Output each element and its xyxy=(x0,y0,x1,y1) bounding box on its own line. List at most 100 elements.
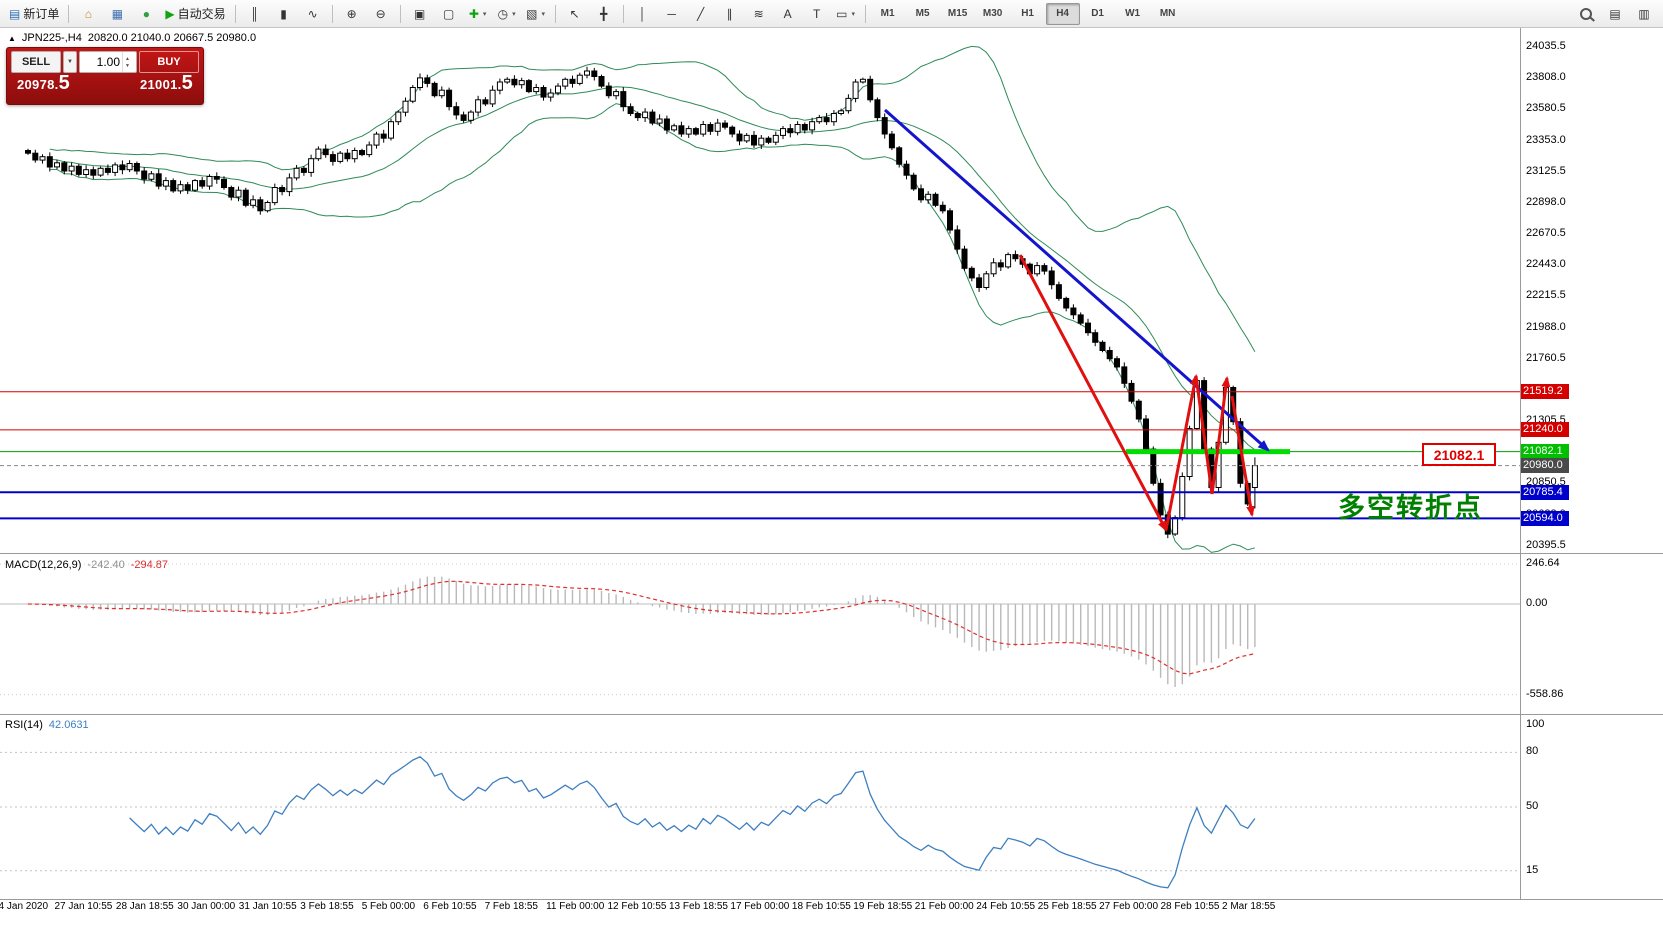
chart-shift-icon-glyph-icon: ▤ xyxy=(1609,6,1621,21)
macd-panel[interactable] xyxy=(0,556,1520,713)
text-glyph-icon: A xyxy=(783,6,792,21)
time-axis-tick: 21 Feb 00:00 xyxy=(914,901,974,912)
auto-scroll-icon[interactable]: ▥ xyxy=(1630,2,1658,26)
panel-splitter-macd[interactable] xyxy=(0,553,1663,554)
time-axis-tick: 17 Feb 00:00 xyxy=(730,901,790,912)
toolbar-separator xyxy=(234,4,236,23)
chevron-down-icon: ▾ xyxy=(482,10,487,18)
price-badge: 20594.0 xyxy=(1521,510,1569,526)
macd-axis-tick: 246.64 xyxy=(1526,557,1560,569)
rsi-panel[interactable] xyxy=(0,716,1520,899)
indicators-glyph-icon: ✚ xyxy=(468,6,479,21)
line-chart-button[interactable]: ∿ xyxy=(299,2,327,26)
buy-price[interactable]: 21001.5 xyxy=(140,72,193,94)
macd-signal-line xyxy=(27,580,1256,675)
cascade-windows-button[interactable]: ▢ xyxy=(435,2,463,26)
rsi-line xyxy=(129,756,1256,889)
main-chart[interactable] xyxy=(0,28,1520,553)
zoom-in-button[interactable]: ⊕ xyxy=(338,2,366,26)
sell-button[interactable]: SELL xyxy=(11,51,61,73)
symbol-ohlc: 20820.0 21040.0 20667.5 20980.0 xyxy=(87,32,257,44)
chart-profiles-icon[interactable]: ⌂ xyxy=(74,2,102,26)
chart-shift-icon[interactable]: ▤ xyxy=(1601,2,1629,26)
zigzag-arrow-2[interactable] xyxy=(1164,373,1199,531)
rsi-label: RSI(14) 42.0631 xyxy=(5,719,89,731)
price-axis-tick: 23808.0 xyxy=(1526,71,1566,84)
time-axis-tick: 12 Feb 10:55 xyxy=(607,901,667,912)
rsi-axis-tick: 50 xyxy=(1526,800,1539,812)
timeframe-mn-button[interactable]: MN xyxy=(1159,8,1176,19)
price-axis-tick: 23353.0 xyxy=(1526,133,1566,146)
auto-trading-button[interactable]: ▶ 自动交易 xyxy=(161,2,229,26)
horizontal-line-glyph-icon: ─ xyxy=(667,6,676,21)
price-axis-tick: 23580.5 xyxy=(1526,102,1566,115)
timeframe-m5-button[interactable]: M5 xyxy=(915,8,930,19)
trendline-glyph-icon: ╱ xyxy=(696,6,705,21)
horizontal-line-button[interactable]: ─ xyxy=(658,2,686,26)
toolbar-separator xyxy=(68,4,70,23)
timeframe-m15-button[interactable]: M15 xyxy=(947,8,968,19)
time-axis-tick: 24 Jan 2020 xyxy=(0,901,49,912)
templates-button[interactable]: ▧ ▾ xyxy=(522,2,550,26)
chevron-down-icon: ▾ xyxy=(512,10,516,18)
channel-button[interactable]: ∥ xyxy=(716,2,744,26)
timeframe-m1-button[interactable]: M1 xyxy=(880,8,895,19)
timeframe-d1-button[interactable]: D1 xyxy=(1091,8,1104,19)
volume-down-button[interactable]: ▼ xyxy=(125,62,130,69)
zigzag-arrow-1[interactable] xyxy=(1018,254,1168,532)
periods-button[interactable]: ◷ ▾ xyxy=(493,2,521,26)
vertical-line-glyph-icon: │ xyxy=(638,6,647,21)
zoom-out-button[interactable]: ⊖ xyxy=(367,2,395,26)
buy-button[interactable]: BUY xyxy=(139,51,199,73)
channel-glyph-icon: ∥ xyxy=(726,6,733,21)
label-glyph-icon: T xyxy=(812,6,821,21)
time-axis-tick: 24 Feb 10:55 xyxy=(976,901,1036,912)
bar-chart-button[interactable]: ║ xyxy=(241,2,269,26)
collapse-triangle-icon[interactable]: ▲ xyxy=(8,33,16,43)
tile-windows-button[interactable]: ▣ xyxy=(406,2,434,26)
toolbar-separator xyxy=(331,4,333,23)
text-button[interactable]: A xyxy=(774,2,802,26)
new-order-button-label: 新订单 xyxy=(23,7,60,21)
indicators-button[interactable]: ✚ ▾ xyxy=(464,2,492,26)
time-axis-tick: 6 Feb 10:55 xyxy=(423,901,477,912)
new-order-button[interactable]: ▤ 新订单 xyxy=(5,2,63,26)
search-icon[interactable] xyxy=(1572,2,1600,26)
cursor-button[interactable]: ↖ xyxy=(561,2,589,26)
time-axis-tick: 13 Feb 18:55 xyxy=(669,901,728,912)
label-button[interactable]: T xyxy=(803,2,831,26)
timeframe-w1-button[interactable]: W1 xyxy=(1125,8,1141,19)
volume-up-button[interactable]: ▲ xyxy=(125,55,130,62)
price-callout[interactable]: 21082.1 xyxy=(1422,443,1496,466)
toolbar: ▤ 新订单 ⌂ ▦ ● ▶ 自动交易 ║ ▮ ∿ ⊕ ⊖ ▣ ▢ ✚ ▾ ◷ ▾ ▧ ▾ ↖ ╋ │ ─ ╱ ∥ ≋ A T ▭ ▾ M1 M5… xyxy=(0,0,1663,28)
descending-trendline[interactable] xyxy=(884,108,1270,452)
timeframe-h1-button[interactable]: H1 xyxy=(1021,8,1034,19)
data-window-icon[interactable]: ● xyxy=(132,2,160,26)
market-watch-icon[interactable]: ▦ xyxy=(103,2,131,26)
sell-price[interactable]: 20978.5 xyxy=(17,72,70,94)
trendline-button[interactable]: ╱ xyxy=(687,2,715,26)
price-axis-tick: 23125.5 xyxy=(1526,164,1566,177)
timeframe-h4-button[interactable]: H4 xyxy=(1045,2,1080,25)
crosshair-button[interactable]: ╋ xyxy=(590,2,618,26)
zigzag-arrow-5[interactable] xyxy=(1230,395,1255,518)
turning-point-note[interactable]: 多空转折点 xyxy=(1338,493,1483,524)
volume-input[interactable] xyxy=(80,52,122,72)
zigzag-arrow-3[interactable] xyxy=(1194,375,1214,495)
price-axis-tick: 22898.0 xyxy=(1526,195,1566,208)
time-axis-tick: 28 Feb 10:55 xyxy=(1160,901,1220,912)
time-axis-tick: 27 Jan 10:55 xyxy=(54,901,113,912)
panel-splitter-rsi[interactable] xyxy=(0,714,1663,715)
shapes-glyph-icon: ▭ xyxy=(836,6,848,21)
timeframe-m30-button[interactable]: M30 xyxy=(982,8,1003,19)
shapes-button[interactable]: ▭ ▾ xyxy=(832,2,860,26)
candlestick-chart-glyph-icon: ▮ xyxy=(280,6,287,21)
candlestick-chart-button[interactable]: ▮ xyxy=(270,2,298,26)
zigzag-arrow-4[interactable] xyxy=(1210,375,1231,495)
fibonacci-button[interactable]: ≋ xyxy=(745,2,773,26)
price-badge: 20785.4 xyxy=(1521,484,1569,500)
vertical-line-button[interactable]: │ xyxy=(629,2,657,26)
time-axis-tick: 19 Feb 18:55 xyxy=(853,901,913,912)
order-type-dropdown[interactable]: ▼ xyxy=(63,51,77,73)
macd-label: MACD(12,26,9) -242.40 -294.87 xyxy=(5,559,169,571)
